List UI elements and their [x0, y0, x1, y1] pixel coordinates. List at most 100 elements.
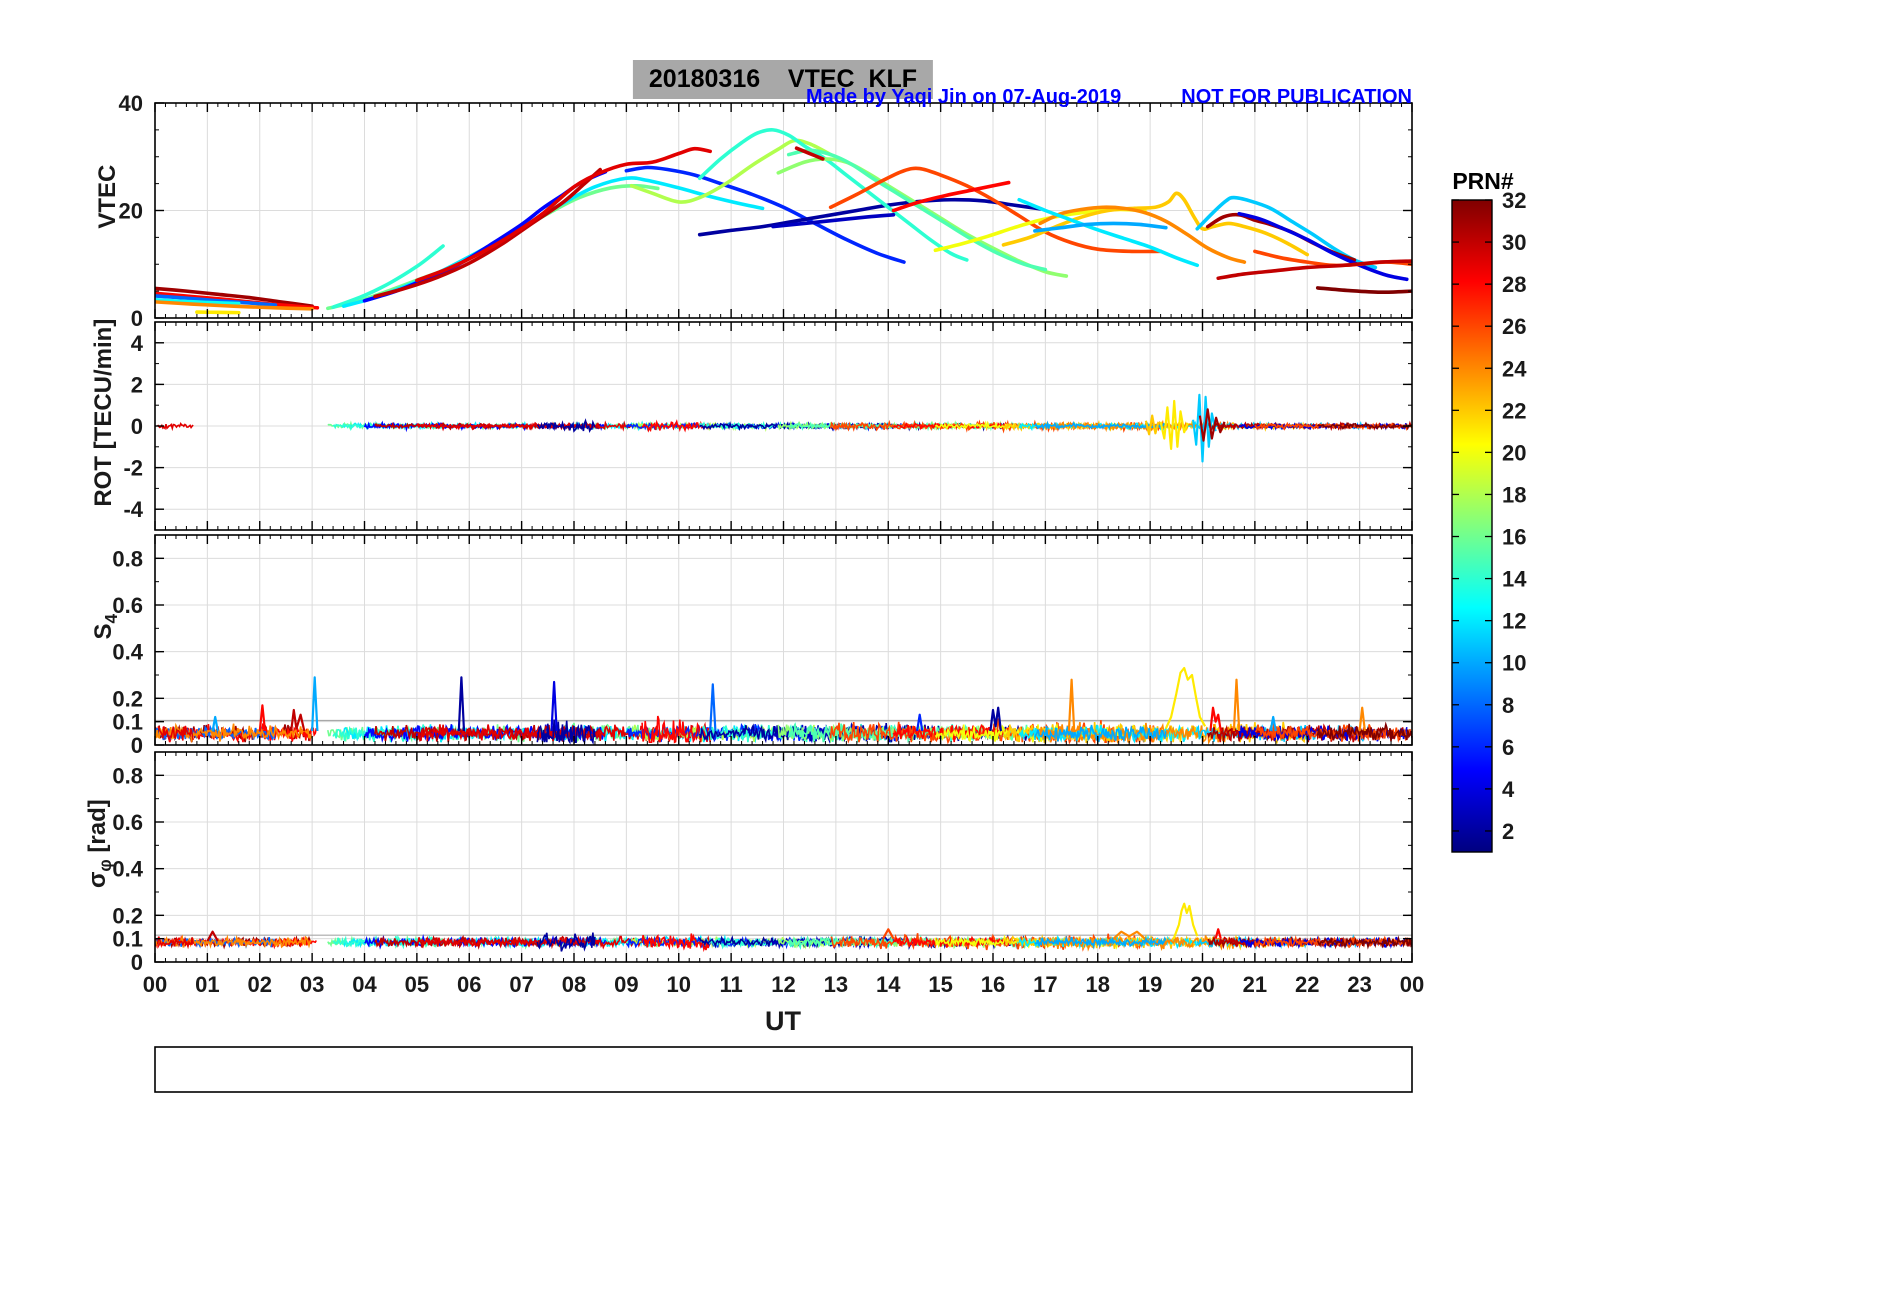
S4-spike-prn-24 — [1232, 678, 1241, 732]
svg-text:16: 16 — [981, 972, 1005, 997]
vtec-series-prn-32 — [1315, 286, 1412, 295]
svg-text:14: 14 — [1502, 567, 1527, 592]
S4-spike-prn-8 — [709, 683, 717, 732]
svg-text:20: 20 — [1502, 440, 1526, 465]
svg-text:0.2: 0.2 — [112, 686, 143, 711]
svg-text:10: 10 — [1502, 651, 1526, 676]
watermark-notice: NOT FOR PUBLICATION — [1181, 86, 1412, 108]
svg-text:05: 05 — [405, 972, 429, 997]
sigma_phi-spike-prn-28 — [1214, 928, 1222, 939]
svg-text:28: 28 — [1502, 272, 1526, 297]
S4-spike-prn-10 — [1269, 715, 1277, 732]
svg-text:12: 12 — [771, 972, 795, 997]
svg-text:10: 10 — [667, 972, 691, 997]
S4-spike-prn-28 — [258, 704, 267, 732]
vtec-series-prn-10 — [1033, 221, 1168, 233]
svg-text:22: 22 — [1295, 972, 1319, 997]
ROT-noise-prn-2 — [537, 418, 596, 434]
svg-text:0.1: 0.1 — [112, 927, 143, 952]
svg-text:18: 18 — [1502, 482, 1526, 507]
svg-text:04: 04 — [352, 972, 377, 997]
sigma_phi-noise-prn-30 — [374, 934, 601, 950]
svg-text:14: 14 — [876, 972, 901, 997]
sigma_phi-noise-prn-10 — [1034, 935, 1167, 950]
svg-text:0.6: 0.6 — [112, 810, 143, 835]
watermark-credit: Made by Yaqi Jin on 07-Aug-2019 — [806, 86, 1122, 108]
svg-text:17: 17 — [1033, 972, 1057, 997]
S4-spike-prn-6 — [916, 713, 924, 732]
sigma_phi-spike-prn-21 — [1172, 902, 1199, 940]
svg-text:07: 07 — [509, 972, 533, 997]
S4-spike-prn-21 — [1164, 666, 1207, 730]
svg-text:11: 11 — [719, 972, 742, 997]
sigma_phi-noise-prn-2 — [536, 932, 596, 952]
S4-spike-prn-4 — [550, 680, 558, 732]
S4-spike-prn-30 — [290, 708, 306, 732]
svg-text:24: 24 — [1502, 356, 1527, 381]
S4-spike-prn-10 — [311, 676, 319, 732]
panel-series-S4 — [155, 666, 1412, 745]
svg-text:01: 01 — [195, 972, 219, 997]
empty-bottom-axes — [154, 1046, 1413, 1093]
ROT-spike-prn-21 — [1159, 399, 1189, 450]
svg-text:20: 20 — [119, 199, 143, 224]
ROT-spike-prn-31 — [1198, 408, 1226, 442]
svg-text:26: 26 — [1502, 314, 1526, 339]
vtec-series-prn-14 — [697, 128, 969, 262]
sigma_phi-spike-prn-30 — [206, 930, 219, 942]
svg-text:32: 32 — [1502, 188, 1526, 213]
ROT-noise-prn-29 — [157, 422, 194, 432]
svg-text:0: 0 — [131, 306, 143, 331]
svg-text:0: 0 — [131, 950, 143, 975]
svg-text:0.6: 0.6 — [112, 593, 143, 618]
svg-text:06: 06 — [457, 972, 481, 997]
S4-spike-prn-10 — [211, 715, 219, 732]
svg-text:4: 4 — [131, 331, 144, 356]
svg-text:4: 4 — [1502, 777, 1515, 802]
vtec-series-prn-28 — [891, 180, 1011, 213]
ROT-spike-prn-22 — [1144, 414, 1160, 436]
vtec-series-prn-14 — [331, 244, 445, 310]
vtec-series-prn-30 — [1216, 259, 1412, 281]
s4-ylabel: S4 — [90, 613, 121, 640]
vtec-series-prn-22 — [1001, 191, 1310, 257]
ROT-noise-prn-32 — [1317, 421, 1412, 431]
svg-text:-2: -2 — [123, 456, 143, 481]
svg-text:00: 00 — [143, 972, 167, 997]
vtec-series-prn-8 — [155, 294, 278, 307]
vtec-series-prn-12 — [1017, 197, 1200, 268]
svg-text:30: 30 — [1502, 230, 1526, 255]
sigma_phi-noise-prn-29 — [156, 936, 194, 950]
vtec-series-prn-4 — [1237, 211, 1409, 282]
svg-text:22: 22 — [1502, 398, 1526, 423]
S4-spike-prn-2 — [457, 676, 466, 732]
sigma_phi-spike-prn-24 — [1112, 930, 1146, 940]
svg-text:-4: -4 — [123, 497, 143, 522]
colorbar-title: PRN# — [1452, 168, 1514, 194]
panel-series-VTEC — [155, 128, 1412, 315]
svg-text:40: 40 — [119, 91, 143, 116]
vtec-series-prn-31 — [155, 286, 314, 308]
svg-text:8: 8 — [1502, 693, 1514, 718]
colorbar — [1451, 199, 1493, 853]
svg-text:0.8: 0.8 — [112, 546, 143, 571]
svg-text:0.4: 0.4 — [112, 857, 143, 882]
sigma_phi-noise-prn-28 — [892, 935, 1010, 949]
vtec-series-prn-3 — [771, 213, 896, 229]
vtec-series-prn-29 — [415, 146, 712, 283]
sigma-phi-ylabel: σφ [rad] — [84, 799, 115, 889]
svg-text:0.8: 0.8 — [112, 763, 143, 788]
ROT-noise-prn-10 — [1034, 420, 1167, 431]
watermark: Made by Yaqi Jin on 07-Aug-2019 NOT FOR … — [806, 86, 1412, 109]
svg-text:16: 16 — [1502, 525, 1526, 550]
vtec-series-prn-18 — [629, 138, 833, 204]
svg-text:02: 02 — [248, 972, 272, 997]
svg-text:6: 6 — [1502, 735, 1514, 760]
ROT-noise-prn-28 — [893, 421, 1010, 431]
vtec-series-prn-6 — [624, 165, 906, 264]
svg-text:15: 15 — [928, 972, 952, 997]
svg-text:0.4: 0.4 — [112, 640, 143, 665]
figure-title: 20180316 VTEC KLF — [632, 60, 934, 99]
svg-text:0.2: 0.2 — [112, 903, 143, 928]
